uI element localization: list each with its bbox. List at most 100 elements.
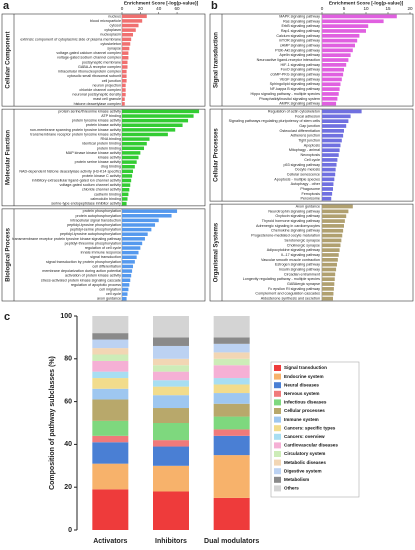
bar [322, 14, 397, 19]
bar [122, 260, 135, 264]
group-label: Molecular Function [6, 130, 12, 185]
bar [322, 43, 355, 48]
bar [122, 174, 133, 178]
bar [122, 241, 143, 246]
category-label: cell differentiation [92, 264, 121, 268]
bar [122, 264, 134, 269]
bar [322, 138, 342, 143]
x-tick-label: 40 [156, 6, 162, 11]
bar [322, 204, 353, 209]
bar [322, 214, 347, 219]
bar [122, 218, 159, 223]
bar-segment [213, 455, 250, 498]
category-label: protein serine kinase activity [75, 160, 121, 164]
category-label: drug binding [101, 165, 121, 169]
group-frame [1, 208, 206, 302]
panel-label: c [4, 311, 10, 323]
bar [122, 60, 128, 65]
bar [322, 67, 344, 72]
legend-label: Digestive system [284, 468, 322, 473]
bar [122, 28, 136, 32]
group-label: Organismal Systems [214, 222, 220, 282]
bar-segment [153, 316, 189, 338]
bar-segment [92, 360, 129, 372]
bar-segment [92, 435, 129, 443]
legend-swatch [274, 373, 281, 380]
category-label: Ferroptosis [302, 192, 321, 196]
category-label: axon guidance [97, 297, 121, 301]
category-label: chloride channel complex [79, 88, 121, 92]
category-label: cytoplasm [104, 28, 121, 32]
bar [322, 162, 337, 167]
bar-segment [153, 371, 189, 381]
bar-segment [92, 316, 129, 334]
bar [122, 292, 128, 296]
bar [122, 232, 148, 236]
category-label: FoxO signaling pathway [281, 68, 321, 72]
category-label: cAMP signaling pathway [280, 43, 320, 47]
y-axis-title: Composition of pathway subclasses (%) [49, 356, 56, 490]
category-label: Adrenergic signaling in cardiomyocytes [256, 224, 320, 228]
bar [122, 97, 125, 101]
bar [122, 209, 178, 213]
bar [322, 119, 349, 124]
bar [322, 87, 340, 91]
category-label: NF-kappa B signaling pathway [270, 87, 320, 91]
category-label: Sphingolipid signaling pathway [270, 82, 321, 86]
x-tick-label: 0 [121, 6, 124, 11]
bar [122, 192, 129, 197]
legend-swatch [274, 459, 281, 466]
bar [122, 14, 147, 19]
bar [122, 278, 131, 283]
bar [122, 146, 145, 151]
bar [322, 82, 341, 87]
bar [322, 282, 335, 286]
category-label: Oxytocin signaling pathway [275, 214, 320, 218]
bar-segment [153, 446, 189, 466]
group-frame [209, 203, 414, 302]
category-label: Autophagy - other [291, 182, 321, 186]
category-label: Circadian entrainment [284, 272, 320, 276]
legend-label: Signal transduction [284, 365, 327, 370]
category-label: Mitophagy - animal [289, 148, 320, 152]
category-label: inhibitory extracellular ligand-gated io… [32, 179, 121, 183]
bar [122, 227, 152, 232]
bar [322, 114, 351, 119]
bar [322, 148, 340, 153]
category-label: HIF-1 signaling pathway [280, 63, 320, 67]
category-label: NAD-dependent histone deacetylase activi… [19, 169, 121, 173]
bar [322, 153, 339, 157]
category-label: IL-17 signaling pathway [281, 253, 320, 257]
category-label: cytosolic small ribosomal subunit [67, 74, 121, 78]
bar [122, 69, 127, 74]
category-label: intracellular ribonucleoprotein complex [58, 70, 121, 74]
bar [122, 214, 172, 218]
bar [322, 124, 347, 128]
bar [322, 291, 334, 296]
bar [122, 118, 189, 123]
bar [322, 177, 335, 182]
category-label: cytosol [110, 24, 122, 28]
bar [122, 19, 143, 23]
bar [122, 201, 127, 206]
bar-segment [92, 399, 129, 421]
bar [322, 129, 344, 133]
bar [322, 253, 339, 257]
category-label: Phagosome [300, 187, 320, 191]
category-label: Adipocytokine signaling pathway [267, 248, 320, 252]
bar [122, 187, 130, 192]
bar-segment [153, 395, 189, 409]
category-label: voltage-gated sodium channel complex [57, 56, 121, 60]
legend-swatch [274, 399, 281, 406]
bar [322, 233, 343, 238]
category-label: cadherin binding [94, 192, 121, 196]
bar [122, 37, 132, 42]
category-label: Vascular smooth muscle contraction [261, 258, 320, 262]
bar-segment [92, 463, 129, 490]
category-label: ErbB signaling pathway [281, 24, 320, 28]
legend-swatch [274, 468, 281, 475]
bar [322, 96, 338, 101]
bar [322, 238, 342, 243]
category-label: Cellular senescence [287, 172, 320, 176]
bar-segment [153, 491, 189, 530]
